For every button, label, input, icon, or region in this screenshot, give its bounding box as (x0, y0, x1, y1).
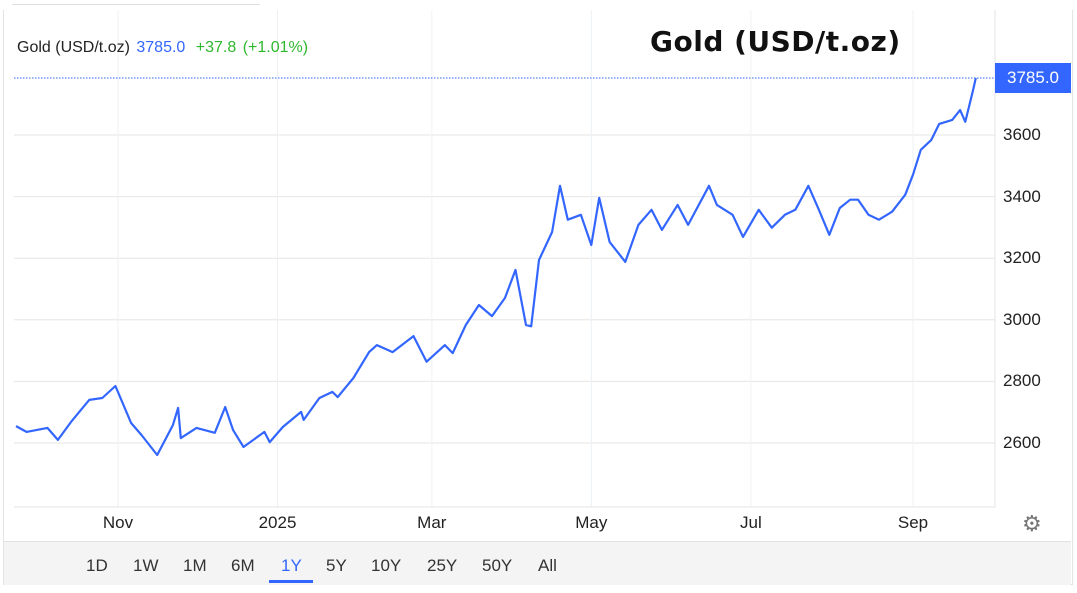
x-tick-label: May (575, 513, 608, 532)
legend-change-pct: (+1.01%) (242, 39, 309, 56)
top-divider (12, 4, 260, 5)
x-tick-label: Sep (897, 513, 929, 532)
x-tick-label: Nov (102, 513, 134, 532)
range-button-1y[interactable]: 1Y (281, 556, 302, 575)
range-selector (4, 541, 1071, 585)
legend-price: 3785.0 (136, 39, 186, 56)
range-button-50y[interactable]: 50Y (482, 556, 513, 575)
x-tick-label: Mar (417, 513, 447, 532)
range-button-1d[interactable]: 1D (86, 556, 108, 575)
y-tick-label: 3400 (1003, 186, 1041, 206)
range-button-5y[interactable]: 5Y (326, 556, 347, 575)
legend-change: +37.8 (195, 39, 237, 56)
legend-name: Gold (USD/t.oz) (17, 39, 130, 56)
gear-icon[interactable]: ⚙ (1022, 511, 1042, 536)
gold-price-line (15, 77, 977, 457)
x-tick-label: 2025 (258, 513, 297, 532)
y-tick-label: 3000 (1003, 309, 1041, 329)
y-tick-label: 2800 (1003, 371, 1041, 391)
range-button-10y[interactable]: 10Y (371, 556, 402, 575)
range-button-1m[interactable]: 1M (183, 556, 207, 575)
range-button-25y[interactable]: 25Y (427, 556, 458, 575)
range-button-1w[interactable]: 1W (133, 556, 159, 575)
range-button-6m[interactable]: 6M (231, 556, 255, 575)
active-range-underline (269, 580, 313, 583)
last-price-tag: 3785.0 (995, 63, 1071, 93)
y-tick-label: 3600 (1003, 125, 1041, 144)
legend: Gold (USD/t.oz) 3785.0 +37.8 (+1.01%) (17, 39, 308, 57)
y-tick-label: 2600 (1003, 433, 1041, 452)
chart-title: Gold (USD/t.oz) (650, 25, 901, 58)
x-tick-label: Jul (739, 513, 762, 532)
y-tick-label: 3200 (1003, 248, 1041, 268)
gridlines (14, 10, 995, 507)
range-button-all[interactable]: All (538, 556, 557, 575)
